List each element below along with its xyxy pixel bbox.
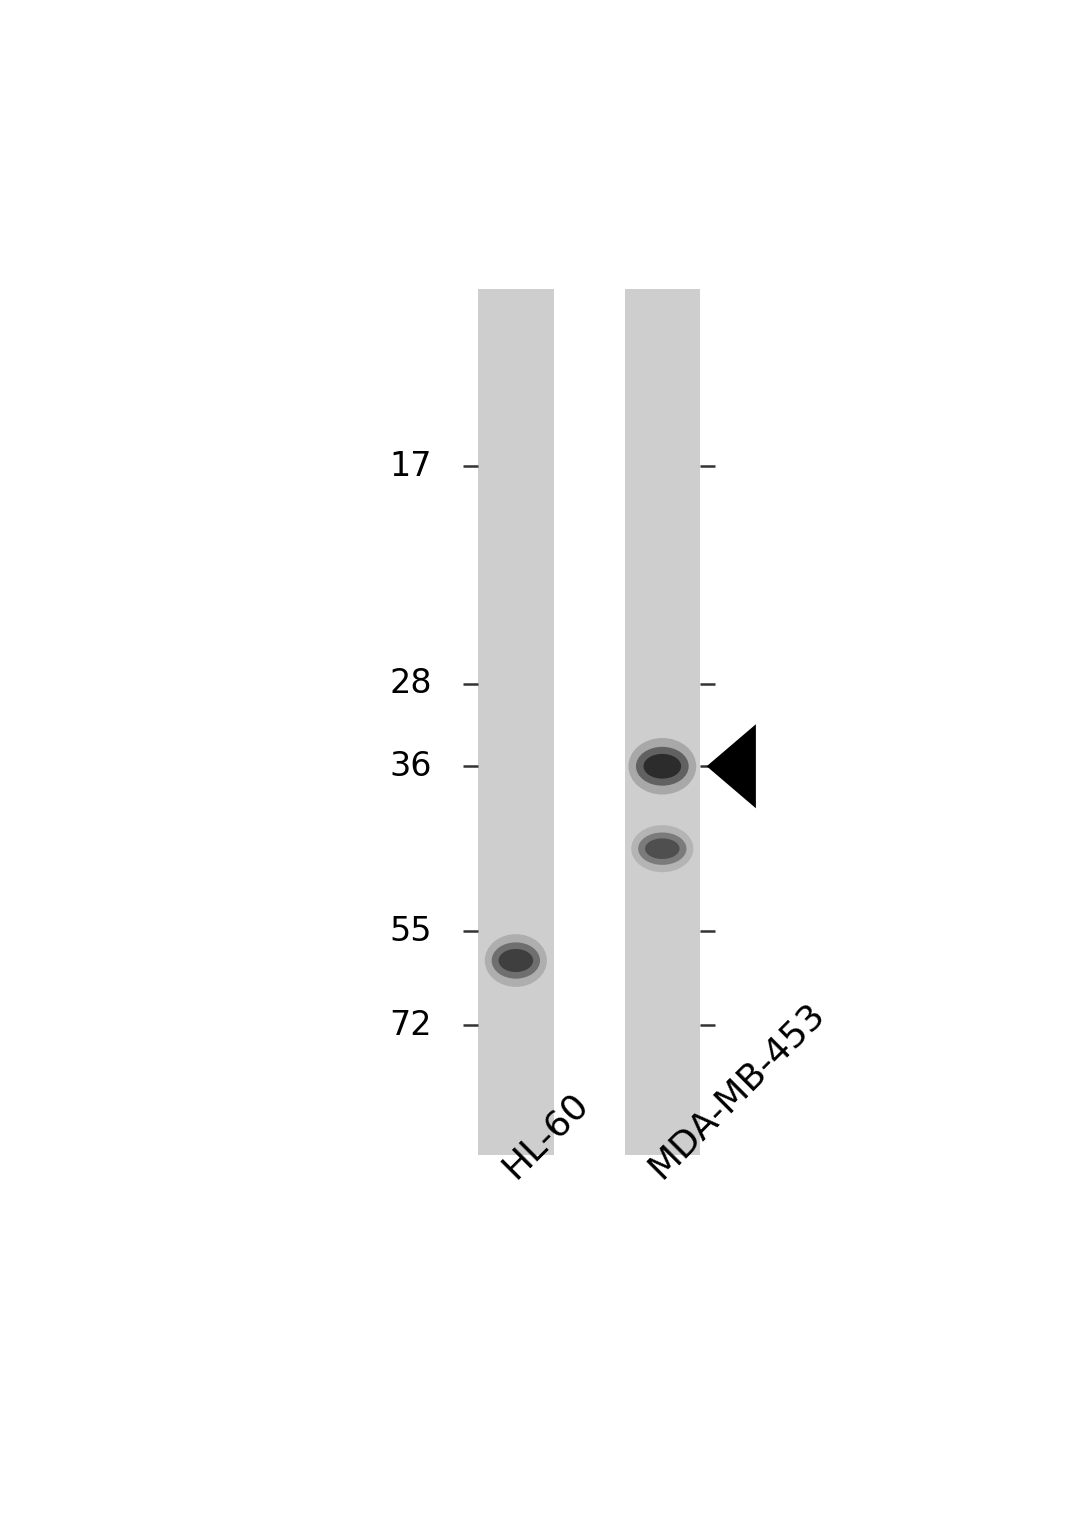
Ellipse shape (491, 942, 540, 979)
Ellipse shape (631, 826, 693, 872)
Text: HL-60: HL-60 (496, 1086, 595, 1183)
Ellipse shape (485, 934, 546, 986)
Bar (624, 289, 700, 1154)
Ellipse shape (638, 832, 687, 865)
Text: 72: 72 (390, 1009, 432, 1041)
Ellipse shape (636, 746, 689, 786)
Polygon shape (706, 725, 756, 809)
Ellipse shape (644, 754, 681, 778)
Bar (478, 289, 554, 1154)
Text: 36: 36 (390, 749, 432, 783)
Ellipse shape (629, 739, 697, 795)
Ellipse shape (499, 950, 534, 972)
Text: 28: 28 (390, 667, 432, 700)
Text: MDA-MB-453: MDA-MB-453 (643, 995, 832, 1183)
Text: 17: 17 (390, 450, 432, 483)
Text: 55: 55 (390, 914, 432, 948)
Ellipse shape (645, 838, 679, 859)
